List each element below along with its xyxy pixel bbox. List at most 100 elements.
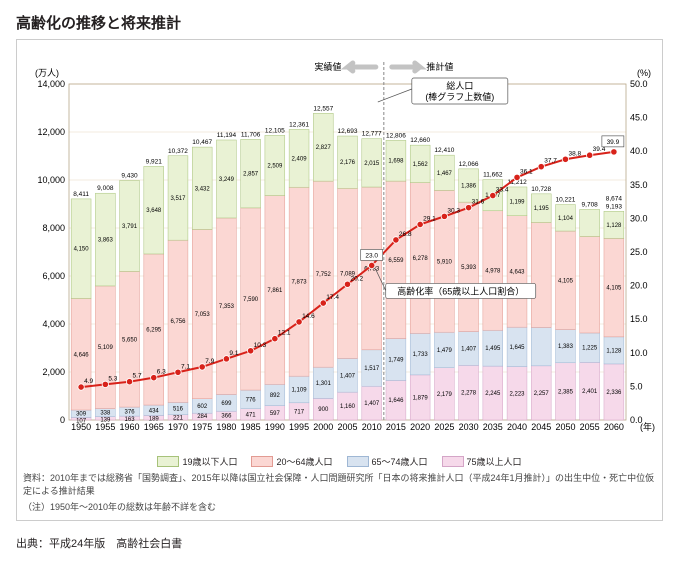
svg-text:1,479: 1,479 xyxy=(437,348,453,354)
svg-text:3,791: 3,791 xyxy=(122,224,138,230)
svg-text:1985: 1985 xyxy=(241,422,261,432)
svg-text:471: 471 xyxy=(246,412,257,418)
svg-text:2,179: 2,179 xyxy=(437,392,453,398)
svg-text:6,295: 6,295 xyxy=(146,328,162,334)
svg-text:1,645: 1,645 xyxy=(510,345,526,351)
svg-text:(%): (%) xyxy=(637,68,651,78)
svg-text:6,278: 6,278 xyxy=(413,256,429,262)
svg-text:2,015: 2,015 xyxy=(364,161,380,167)
svg-text:10.0: 10.0 xyxy=(630,348,648,358)
svg-text:1,225: 1,225 xyxy=(582,346,598,352)
svg-text:699: 699 xyxy=(221,401,232,407)
svg-text:2,257: 2,257 xyxy=(534,391,550,397)
note-1: 資料：2010年までは総務省「国勢調査」、2015年以降は国立社会保障・人口問題… xyxy=(23,472,656,497)
svg-text:602: 602 xyxy=(197,404,208,410)
svg-text:221: 221 xyxy=(173,416,184,422)
svg-text:9,008: 9,008 xyxy=(97,185,114,192)
svg-text:1,407: 1,407 xyxy=(364,401,380,407)
svg-text:2030: 2030 xyxy=(459,422,479,432)
svg-text:1,467: 1,467 xyxy=(437,171,453,177)
svg-text:1975: 1975 xyxy=(192,422,212,432)
legend: 19歳以下人口20～64歳人口65～74歳人口75歳以上人口 xyxy=(23,455,656,468)
svg-text:36.1: 36.1 xyxy=(520,168,533,175)
svg-text:366: 366 xyxy=(221,414,232,420)
svg-text:6,000: 6,000 xyxy=(42,271,65,281)
svg-text:10.3: 10.3 xyxy=(254,342,267,349)
svg-text:12,660: 12,660 xyxy=(410,137,430,144)
svg-text:2000: 2000 xyxy=(313,422,333,432)
svg-text:4,978: 4,978 xyxy=(485,269,501,275)
svg-text:12,361: 12,361 xyxy=(289,121,309,128)
svg-text:7,861: 7,861 xyxy=(267,288,283,294)
svg-text:7,873: 7,873 xyxy=(292,280,308,286)
legend-item: 75歳以上人口 xyxy=(442,455,522,468)
svg-text:11,706: 11,706 xyxy=(241,131,261,138)
svg-text:6,756: 6,756 xyxy=(170,319,186,325)
svg-text:12,000: 12,000 xyxy=(37,127,65,137)
source-line: 出典：平成24年版 高齢社会白書 xyxy=(16,535,663,551)
svg-text:11,662: 11,662 xyxy=(483,172,503,179)
svg-text:7.1: 7.1 xyxy=(181,363,190,370)
svg-text:7,353: 7,353 xyxy=(219,304,235,310)
svg-text:35.0: 35.0 xyxy=(630,180,648,190)
svg-text:39.4: 39.4 xyxy=(593,146,606,153)
svg-text:2035: 2035 xyxy=(483,422,503,432)
svg-text:12,105: 12,105 xyxy=(265,127,285,134)
svg-text:2045: 2045 xyxy=(531,422,551,432)
svg-text:1,646: 1,646 xyxy=(388,398,404,404)
svg-text:10,000: 10,000 xyxy=(37,175,65,185)
svg-text:50.0: 50.0 xyxy=(630,79,648,89)
svg-text:17.4: 17.4 xyxy=(326,294,339,301)
svg-text:1980: 1980 xyxy=(216,422,236,432)
svg-text:0: 0 xyxy=(60,415,65,425)
svg-text:8,674: 8,674 xyxy=(606,195,623,202)
svg-text:1,301: 1,301 xyxy=(316,381,332,387)
svg-text:1,104: 1,104 xyxy=(558,216,574,222)
svg-text:1,160: 1,160 xyxy=(340,404,356,410)
svg-text:6,559: 6,559 xyxy=(388,258,404,264)
svg-text:1,407: 1,407 xyxy=(461,346,477,352)
svg-text:5,393: 5,393 xyxy=(461,265,477,271)
svg-text:2,401: 2,401 xyxy=(582,389,598,395)
svg-text:376: 376 xyxy=(125,410,136,416)
svg-text:1,128: 1,128 xyxy=(606,223,622,229)
svg-text:12,066: 12,066 xyxy=(459,161,479,168)
svg-text:25.0: 25.0 xyxy=(630,247,648,257)
svg-text:12,693: 12,693 xyxy=(338,128,358,135)
svg-text:1,562: 1,562 xyxy=(413,162,429,168)
svg-text:597: 597 xyxy=(270,411,281,417)
svg-text:12,557: 12,557 xyxy=(313,105,333,112)
svg-text:実績値: 実績値 xyxy=(314,61,341,72)
svg-text:2060: 2060 xyxy=(604,422,624,432)
svg-text:10,728: 10,728 xyxy=(531,186,551,193)
svg-text:4,105: 4,105 xyxy=(558,278,574,284)
svg-text:2015: 2015 xyxy=(386,422,406,432)
svg-text:5.7: 5.7 xyxy=(133,373,142,380)
svg-text:30.3: 30.3 xyxy=(447,207,460,214)
svg-text:4,105: 4,105 xyxy=(606,286,622,292)
svg-text:284: 284 xyxy=(197,414,208,420)
legend-item: 65～74歳人口 xyxy=(347,455,428,468)
svg-text:高齢化率（65歳以上人口割合）: 高齢化率（65歳以上人口割合） xyxy=(397,285,524,296)
svg-text:1,386: 1,386 xyxy=(461,183,477,189)
svg-text:1990: 1990 xyxy=(265,422,285,432)
svg-text:総人口: 総人口 xyxy=(446,80,473,91)
svg-text:12.1: 12.1 xyxy=(278,330,291,337)
svg-text:39.9: 39.9 xyxy=(607,139,620,146)
svg-text:14.6: 14.6 xyxy=(302,313,315,320)
svg-text:1,495: 1,495 xyxy=(485,346,501,352)
svg-text:2,278: 2,278 xyxy=(461,391,477,397)
svg-text:(万人): (万人) xyxy=(35,68,59,78)
svg-text:309: 309 xyxy=(76,412,87,418)
svg-text:20.0: 20.0 xyxy=(630,281,648,291)
svg-text:1955: 1955 xyxy=(95,422,115,432)
svg-text:推計値: 推計値 xyxy=(426,61,453,72)
svg-text:10,221: 10,221 xyxy=(556,197,576,204)
svg-text:10,372: 10,372 xyxy=(168,148,188,155)
svg-text:3,863: 3,863 xyxy=(98,238,114,244)
svg-text:1,517: 1,517 xyxy=(364,366,380,372)
svg-text:1995: 1995 xyxy=(289,422,309,432)
svg-text:38.8: 38.8 xyxy=(568,150,581,157)
svg-text:4.9: 4.9 xyxy=(84,378,93,385)
svg-text:2,409: 2,409 xyxy=(292,156,308,162)
